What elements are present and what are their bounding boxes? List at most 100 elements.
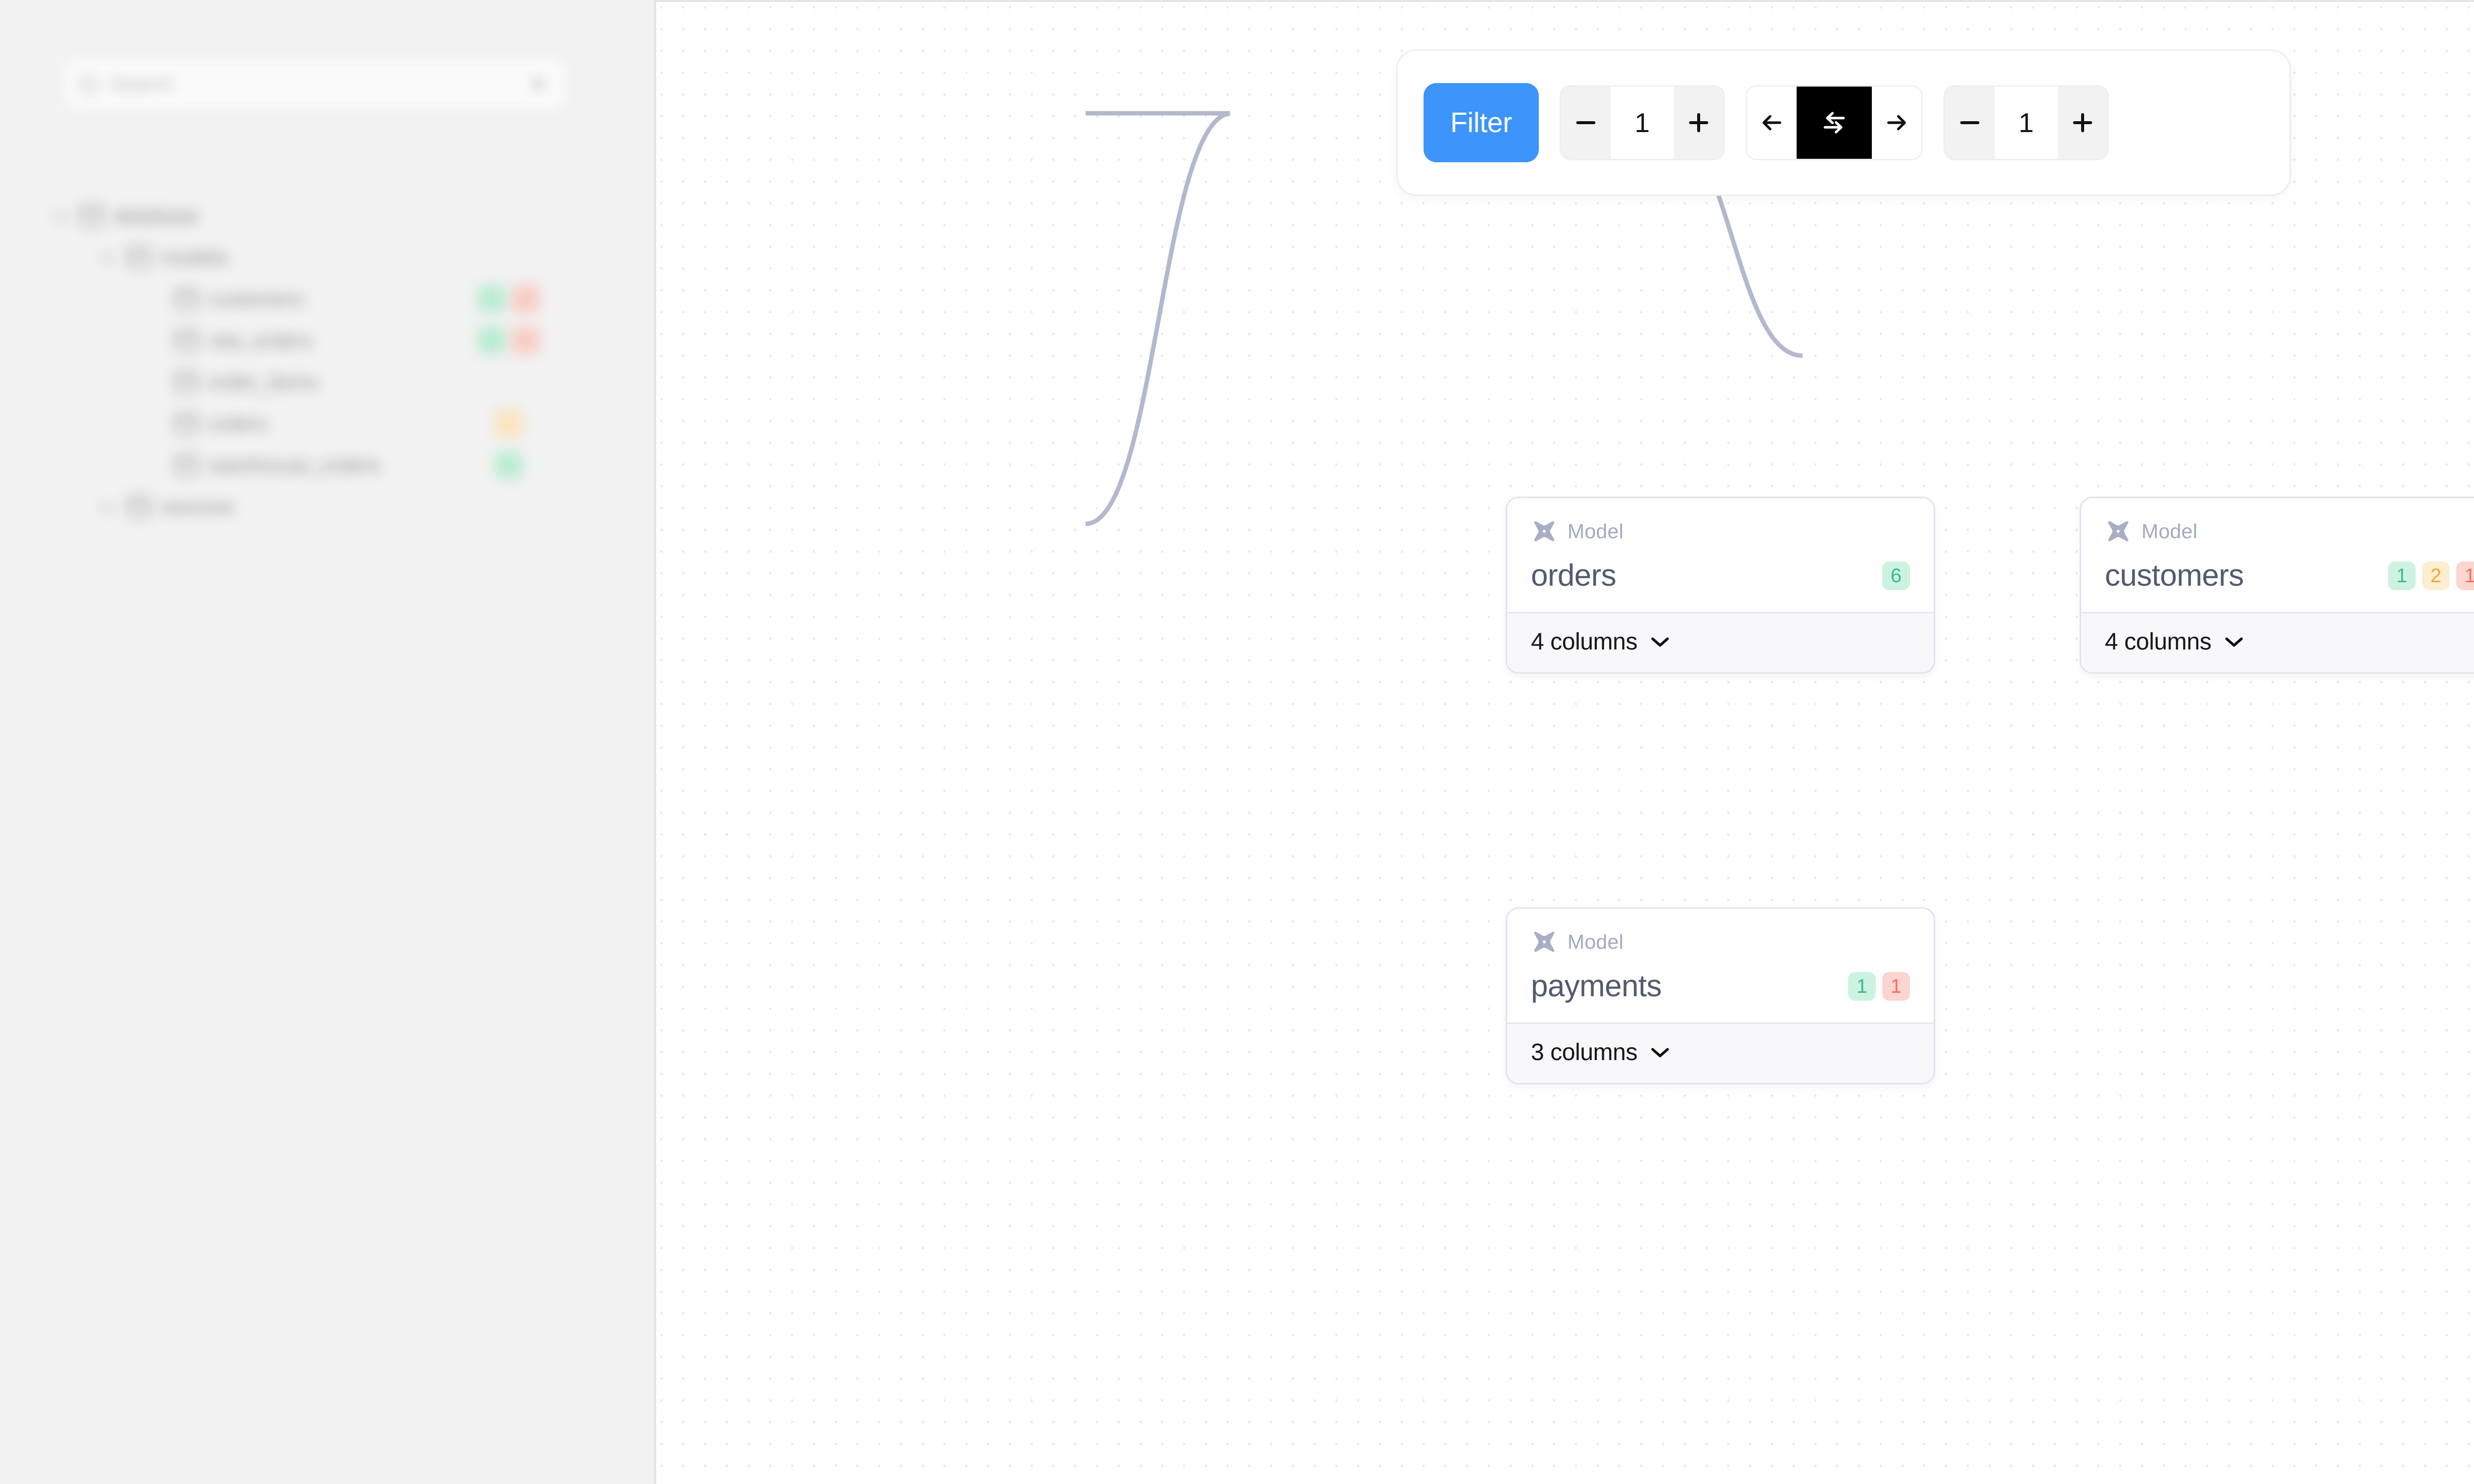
sidebar-tree-item[interactable]: raw_orders <box>149 318 312 363</box>
upstream-decrement-button[interactable] <box>1561 87 1611 159</box>
sidebar-tree-item-badges <box>478 326 539 354</box>
node-badges: 6 <box>1882 561 1910 590</box>
edge-layer <box>1085 111 1803 526</box>
node-title: customers <box>2105 558 2244 593</box>
direction-selector <box>1745 85 1923 160</box>
downstream-depth-stepper: 1 <box>1943 85 2109 160</box>
sidebar-tree-item[interactable]: warehouse_orders <box>149 442 380 488</box>
database-icon <box>80 205 103 226</box>
downstream-depth-value: 1 <box>1994 87 2058 159</box>
node-body: Model orders 6 <box>1507 498 1934 612</box>
search-input[interactable]: Search K <box>62 58 567 110</box>
folder-icon <box>128 496 150 517</box>
sidebar-tree-item-label: models <box>161 245 228 269</box>
sidebar-tree-item-label: customers <box>209 287 304 310</box>
node-kind-row: Model <box>2105 518 2474 545</box>
node-title-row: payments 1 1 <box>1531 965 1910 1008</box>
node-columns-label: 3 columns <box>1531 1039 1638 1066</box>
dbt-model-icon <box>1534 521 1555 542</box>
lineage-node-payments[interactable]: Model payments 1 1 3 columns <box>1506 907 1935 1084</box>
upstream-increment-button[interactable] <box>1673 87 1723 159</box>
node-kind-label: Model <box>1568 519 1624 543</box>
chevron-down-icon[interactable] <box>102 250 117 265</box>
lineage-toolbar: Filter 1 <box>1396 49 2291 196</box>
table-icon <box>175 288 198 309</box>
minus-icon <box>1960 121 1980 125</box>
sidebar-tree-item-label: warehouse_orders <box>209 453 380 476</box>
chevron-right-icon[interactable] <box>102 499 117 514</box>
status-badge-amber[interactable]: 2 <box>2422 561 2450 590</box>
plus-icon <box>2073 113 2093 133</box>
edge-payments-customers <box>1085 111 1231 526</box>
sidebar: Search K database models customers raw_orde… <box>0 0 656 1484</box>
status-badge-red[interactable]: 1 <box>1882 972 1910 1001</box>
status-badge <box>495 451 523 479</box>
chevron-down-icon <box>2225 637 2243 647</box>
filter-button[interactable]: Filter <box>1424 83 1539 162</box>
status-badge <box>478 326 506 354</box>
node-title-row: customers 121 <box>2105 555 2474 597</box>
node-columns-toggle[interactable]: 4 columns <box>1507 612 1934 672</box>
table-icon <box>175 413 198 434</box>
node-title: payments <box>1531 969 1662 1004</box>
sidebar-tree-item[interactable]: order_items <box>149 359 318 405</box>
lineage-node-orders[interactable]: Model orders 6 4 columns <box>1506 497 1935 674</box>
node-kind-label: Model <box>2141 519 2198 543</box>
search-icon <box>81 76 97 93</box>
lineage-node-customers[interactable]: Model customers 121 4 columns <box>2080 497 2474 674</box>
chevron-down-icon <box>1651 637 1669 647</box>
sidebar-tree-item[interactable]: orders <box>149 401 268 446</box>
direction-downstream-button[interactable] <box>1871 87 1921 159</box>
minus-icon <box>1576 121 1596 125</box>
sidebar-tree-item[interactable]: database <box>54 193 199 238</box>
table-icon <box>175 330 198 351</box>
node-columns-label: 4 columns <box>1531 629 1638 655</box>
node-kind-row: Model <box>1531 928 1910 955</box>
plus-icon <box>1689 113 1709 133</box>
status-badge-green[interactable]: 1 <box>2388 561 2416 590</box>
search-shortcut-hint: K <box>532 73 546 95</box>
sidebar-blurred-content: Search K database models customers raw_orde… <box>0 0 654 1484</box>
folder-icon <box>128 247 150 268</box>
upstream-depth-stepper: 1 <box>1559 85 1725 160</box>
sidebar-tree-item[interactable]: sources <box>102 484 234 529</box>
dbt-model-icon <box>1534 931 1555 952</box>
downstream-increment-button[interactable] <box>2057 87 2107 159</box>
table-icon <box>175 455 198 475</box>
sidebar-tree-item-badges <box>495 410 523 437</box>
node-kind-row: Model <box>1531 518 1910 545</box>
status-badge-red[interactable]: 1 <box>2456 561 2474 590</box>
sidebar-tree-item-label: raw_orders <box>209 328 313 352</box>
sidebar-tree-item[interactable]: customers <box>149 276 304 322</box>
node-columns-toggle[interactable]: 3 columns <box>1507 1022 1934 1083</box>
chevron-down-icon[interactable] <box>54 208 69 223</box>
sidebar-tree-item-label: order_items <box>209 370 318 393</box>
status-badge <box>512 285 539 313</box>
node-columns-toggle[interactable]: 4 columns <box>2081 612 2474 672</box>
dbt-model-icon <box>2108 521 2129 542</box>
sidebar-tree-item-label: database <box>114 204 199 227</box>
upstream-depth-value: 1 <box>1610 87 1674 159</box>
sidebar-tree-item-badges <box>478 285 539 313</box>
node-body: Model payments 1 1 <box>1507 909 1934 1022</box>
status-badge-green[interactable]: 6 <box>1882 561 1910 590</box>
arrow-right-icon <box>1887 115 1906 131</box>
sidebar-tree-item-label: sources <box>161 495 234 518</box>
chevron-down-icon <box>1651 1048 1669 1057</box>
downstream-decrement-button[interactable] <box>1945 87 1995 159</box>
node-title: orders <box>1531 558 1617 593</box>
arrow-left-icon <box>1762 115 1781 131</box>
node-kind-label: Model <box>1568 930 1624 953</box>
direction-upstream-button[interactable] <box>1747 87 1797 159</box>
sidebar-tree-item-label: orders <box>209 412 268 435</box>
search-placeholder: Search <box>110 73 175 95</box>
sidebar-tree-item[interactable]: models <box>102 234 228 280</box>
status-badge-green[interactable]: 1 <box>1848 972 1876 1001</box>
table-icon <box>175 371 198 392</box>
direction-both-button[interactable] <box>1796 87 1872 159</box>
status-badge <box>495 410 523 437</box>
